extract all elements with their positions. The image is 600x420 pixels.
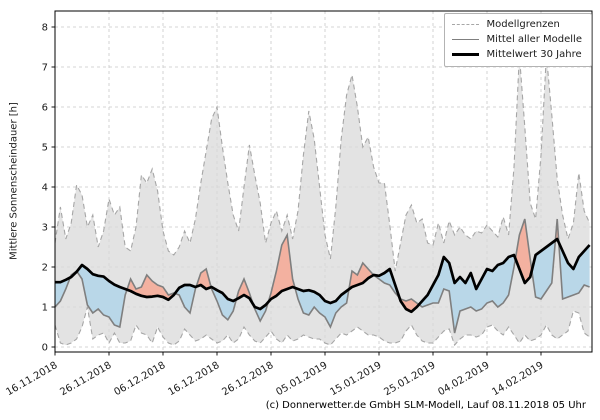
x-tick-label: 05.01.2019: [274, 360, 329, 398]
legend-item-modellgrenzen: Modellgrenzen: [451, 19, 582, 30]
legend-label: Mittelwert 30 Jahre: [486, 49, 582, 60]
copyright-caption: (c) Donnerwetter.de GmbH SLM-Modell, Lau…: [265, 400, 586, 411]
x-tick-label: 15.01.2019: [328, 360, 383, 398]
plot-frame: [54, 10, 593, 353]
axis-ticks: [51, 26, 542, 356]
y-tick-label: 1: [42, 303, 48, 314]
y-tick-label: 6: [42, 103, 48, 114]
legend-label: Modellgrenzen: [486, 19, 560, 30]
y-tick-label: 5: [42, 143, 48, 154]
solid-line-icon: [451, 39, 479, 40]
y-tick-label: 7: [42, 63, 48, 74]
x-tick-label: 26.11.2018: [58, 360, 113, 398]
y-tick-label: 3: [42, 223, 48, 234]
legend: Modellgrenzen Mittel aller Modelle Mitte…: [443, 13, 592, 67]
y-axis-label: Mittlere Sonnenscheindauer [h]: [8, 102, 20, 260]
mean-30y-line: [55, 237, 591, 314]
x-tick-label: 16.12.2018: [166, 360, 221, 398]
x-tick-label: 26.12.2018: [220, 360, 275, 398]
y-tick-label: 8: [42, 23, 48, 34]
x-tick-label: 25.01.2019: [382, 360, 437, 398]
y-tick-label: 4: [42, 183, 48, 194]
y-tick-label: 0: [42, 343, 48, 354]
x-tick-label: 14.02.2019: [490, 360, 545, 398]
x-tick-label: 16.11.2018: [4, 360, 59, 398]
model-range-band: [55, 55, 590, 345]
x-tick-label: 04.02.2019: [436, 360, 491, 398]
upper-model-bound-line: [55, 54, 591, 272]
plot-area: [55, 54, 591, 347]
legend-item-mittel-aller-modelle: Mittel aller Modelle: [451, 34, 582, 45]
thick-line-icon: [451, 53, 479, 56]
axis-tick-labels: 01234567816.11.201826.11.201806.12.20181…: [4, 23, 545, 399]
x-tick-label: 06.12.2018: [112, 360, 167, 398]
y-tick-label: 2: [42, 263, 48, 274]
dashed-line-icon: [451, 24, 479, 25]
legend-label: Mittel aller Modelle: [486, 34, 582, 45]
model-mean-line: [55, 218, 590, 334]
legend-item-mittelwert-30-jahre: Mittelwert 30 Jahre: [451, 49, 582, 60]
lower-model-bound-line: [55, 306, 590, 347]
fill-below-normal: [55, 240, 590, 333]
